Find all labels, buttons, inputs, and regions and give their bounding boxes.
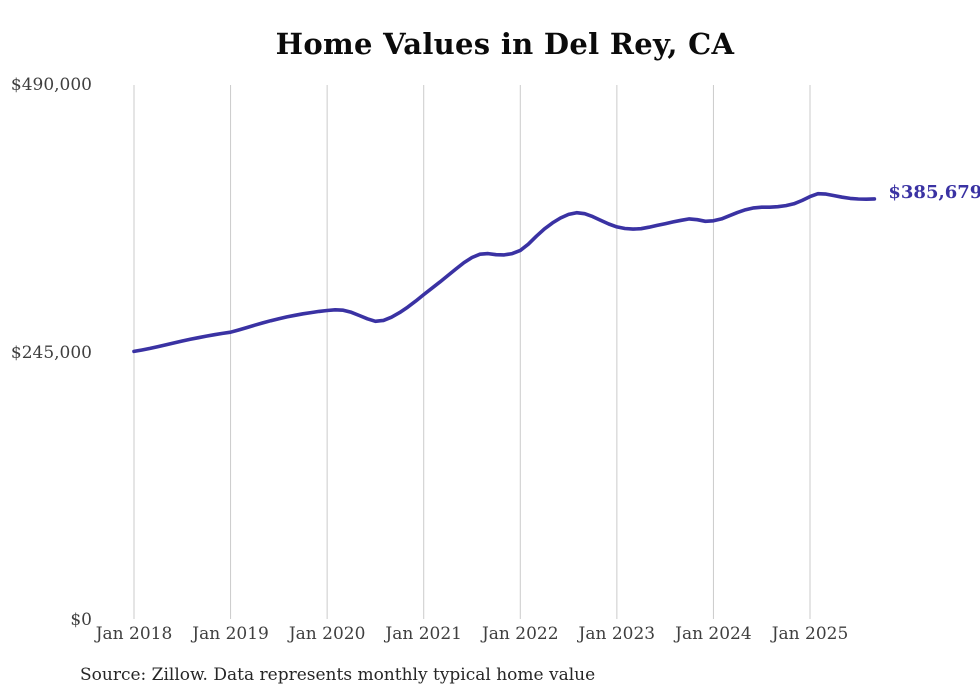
latest-value-label: $385,679: [888, 181, 980, 203]
x-tick-label: Jan 2022: [481, 624, 559, 644]
y-tick-label: $0: [70, 610, 92, 630]
x-tick-label: Jan 2019: [192, 624, 269, 644]
source-note: Source: Zillow. Data represents monthly …: [80, 665, 596, 685]
y-tick-label: $490,000: [10, 75, 92, 95]
chart-title: Home Values in Del Rey, CA: [275, 27, 735, 61]
x-tick-label: Jan 2018: [95, 624, 173, 644]
x-tick-label: Jan 2023: [578, 624, 656, 644]
x-tick-label: Jan 2021: [385, 624, 462, 644]
y-tick-label: $245,000: [10, 342, 92, 363]
home-value-line: [132, 191, 877, 354]
x-tick-label: Jan 2024: [675, 624, 752, 644]
x-tick-label: Jan 2020: [288, 624, 366, 644]
x-tick-label: Jan 2025: [771, 624, 849, 644]
